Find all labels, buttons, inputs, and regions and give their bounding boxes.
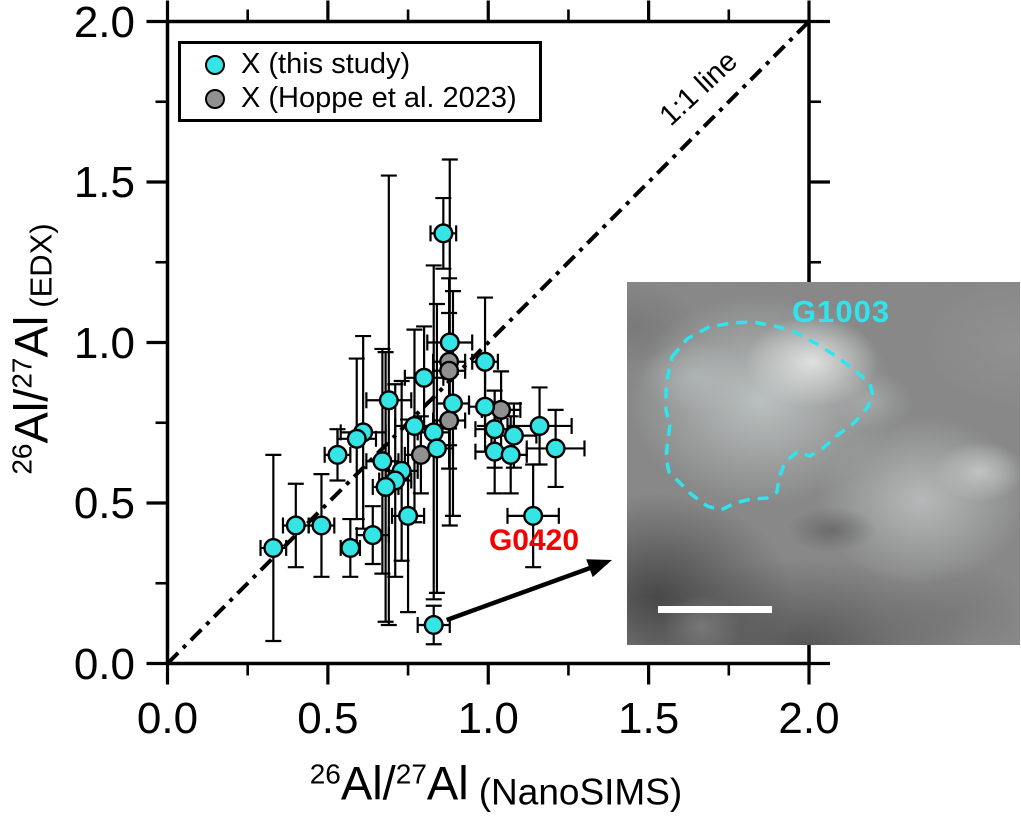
- y-title-superscript-27: 27: [6, 357, 38, 389]
- data-point-this-study: [285, 515, 306, 536]
- legend-label-hoppe: X (Hoppe et al. 2023): [241, 82, 517, 114]
- data-point-this-study: [378, 390, 399, 411]
- data-point-this-study: [311, 515, 332, 536]
- x-title-superscript-27: 27: [395, 758, 427, 790]
- x-tick-label-1.5: 1.5: [618, 694, 680, 743]
- y-title-superscript-26: 26: [6, 443, 38, 475]
- data-point-this-study: [484, 441, 505, 462]
- data-point-this-study: [503, 425, 524, 446]
- grain-outline-overlay: [627, 282, 1020, 645]
- y-tick-label-0.0: 0.0: [73, 639, 135, 689]
- x-tick-label-0.0: 0.0: [136, 694, 199, 743]
- data-point-this-study: [327, 444, 348, 465]
- legend-label-this-study: X (this study): [241, 48, 411, 80]
- cyan-marker-swatch: [205, 54, 225, 75]
- legend-item-hoppe: X (Hoppe et al. 2023): [205, 84, 539, 113]
- data-point-hoppe-2023: [439, 360, 460, 381]
- data-point-this-study: [375, 476, 396, 497]
- data-point-this-study: [423, 614, 444, 635]
- gray-marker-swatch: [205, 88, 225, 109]
- data-point-this-study: [346, 428, 367, 449]
- y-tick-label-1.5: 1.5: [73, 158, 135, 207]
- x-tick-label-2.0: 2.0: [778, 694, 840, 743]
- x-title-base2: Al: [426, 756, 469, 810]
- outlier-grain-label: G0420: [488, 524, 580, 557]
- data-point-this-study: [426, 438, 447, 459]
- data-point-this-study: [340, 537, 361, 558]
- data-point-this-study: [545, 438, 566, 459]
- annotation-arrow: [445, 564, 594, 623]
- data-point-hoppe-2023: [491, 399, 512, 420]
- data-point-this-study: [500, 444, 521, 465]
- data-point-this-study: [523, 505, 544, 526]
- data-point-this-study: [475, 396, 496, 417]
- annotation-arrowhead: [586, 559, 612, 578]
- grain-id-label: G1003: [792, 294, 891, 329]
- data-point-this-study: [404, 415, 425, 436]
- x-tick-label-0.5: 0.5: [297, 694, 359, 743]
- scale-bar: [658, 606, 772, 613]
- data-point-this-study: [433, 223, 454, 244]
- y-tick-label-0.5: 0.5: [73, 479, 135, 528]
- y-tick-label-1.0: 1.0: [73, 318, 135, 368]
- data-point-this-study: [398, 505, 419, 526]
- sem-inset-image: G1003: [627, 282, 1020, 645]
- x-title-superscript-26: 26: [309, 758, 341, 790]
- data-point-this-study: [263, 537, 284, 558]
- data-point-hoppe-2023: [439, 410, 460, 431]
- y-title-base2: Al: [4, 315, 58, 358]
- x-axis-title: 26Al/27Al (NanoSIMS): [309, 756, 683, 813]
- x-title-method: (NanoSIMS): [478, 771, 683, 813]
- data-point-this-study: [423, 422, 444, 443]
- data-point-this-study: [484, 419, 505, 440]
- data-point-this-study: [362, 525, 383, 546]
- data-point-this-study: [372, 451, 393, 472]
- data-point-this-study: [439, 332, 460, 353]
- data-point-this-study: [442, 393, 463, 414]
- legend-item-this-study: X (this study): [205, 50, 539, 79]
- legend: X (this study) X (Hoppe et al. 2023): [178, 41, 542, 122]
- x-tick-label-1.0: 1.0: [457, 694, 519, 743]
- y-title-base: Al/: [4, 388, 58, 444]
- y-axis-title: 26Al/27Al (EDX): [4, 223, 59, 474]
- data-point-this-study: [414, 367, 435, 388]
- data-point-this-study: [529, 415, 550, 436]
- one-to-one-reference-line: [166, 20, 811, 665]
- y-title-method: (EDX): [23, 223, 59, 308]
- data-point-this-study: [475, 351, 496, 372]
- sem-noise-texture: [627, 282, 1020, 645]
- y-tick-label-2.0: 2.0: [73, 0, 135, 47]
- grain-outline-dashed: [664, 320, 875, 512]
- x-title-base: Al/: [340, 756, 396, 810]
